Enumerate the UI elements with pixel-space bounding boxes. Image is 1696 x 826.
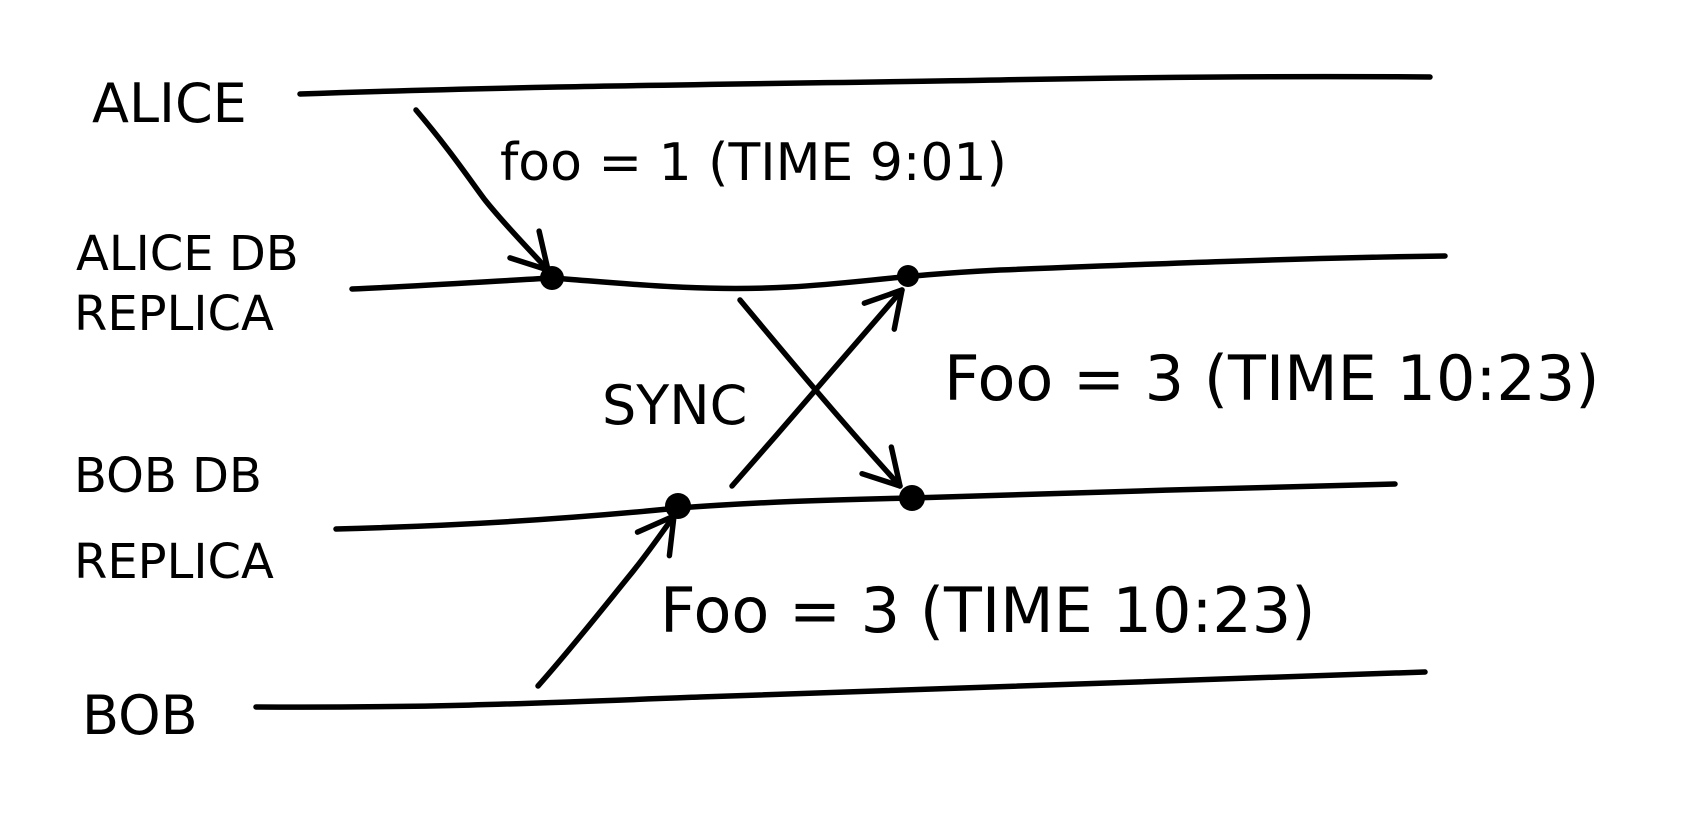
timeline-alice [297, 73, 1433, 97]
lane-label-alice-db-line2: REPLICA [74, 286, 274, 342]
timeline-bob-db [333, 481, 1398, 532]
event-dot-bob-db-write [665, 493, 691, 519]
arrow-alice-to-alice-db [413, 107, 551, 273]
label-bob-write: Foo = 3 (TIME 10:23) [660, 574, 1315, 647]
lane-label-alice: ALICE [92, 72, 247, 135]
lane-label-bob: BOB [82, 684, 198, 747]
label-alice-write: foo = 1 (TIME 9:01) [500, 133, 1007, 193]
event-dot-alice-db-sync [897, 265, 919, 287]
arrow-sync-alice-db-to-bob-db [737, 297, 903, 489]
lane-label-alice-db-line1: ALICE DB [76, 226, 299, 282]
lane-label-bob-db-line2: REPLICA [74, 534, 274, 590]
label-sync: SYNC [602, 374, 747, 437]
event-dot-bob-db-sync [899, 485, 925, 511]
lane-label-bob-db-line1: BOB DB [74, 448, 262, 504]
timeline-bob [253, 669, 1428, 710]
label-sync-to-alice-db: Foo = 3 (TIME 10:23) [944, 342, 1599, 415]
arrow-bob-to-bob-db [535, 513, 677, 689]
arrow-sync-bob-db-to-alice-db [729, 287, 905, 489]
event-dot-alice-db-write [540, 266, 564, 290]
timeline-alice-db [349, 253, 1448, 292]
